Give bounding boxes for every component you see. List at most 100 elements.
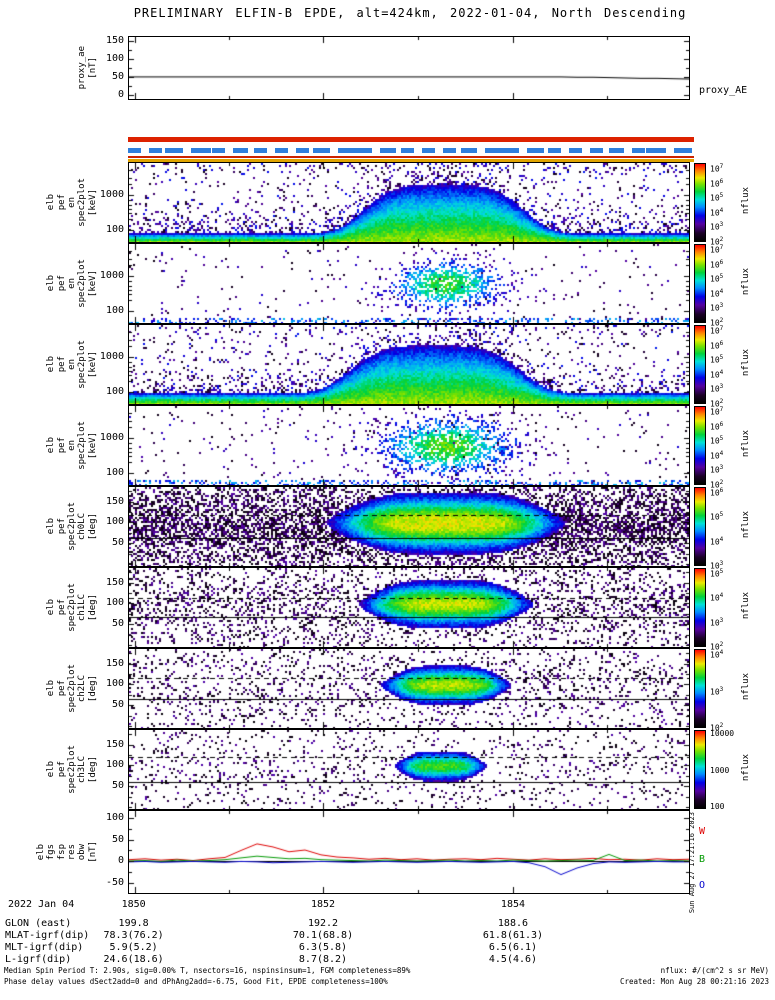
axis-title-word: spec2plot (77, 421, 88, 470)
axis-title-word: spec2plot (77, 178, 88, 227)
ephemeris-value: 8.7(8.2) (298, 954, 348, 965)
axis-title-word: spec2plot (66, 745, 77, 794)
panel-pa_ch0lc-colorbar (694, 487, 706, 566)
panel-fgs_obw-ytick-100: 100 (105, 811, 124, 823)
colorbar-tick: 102 (710, 236, 724, 247)
flag-line-red (128, 156, 694, 158)
colorbar-tick: 103 (710, 221, 724, 233)
colorbar-tick: 103 (710, 560, 724, 571)
panel-pa_ch2lc-ytick-50: 50 (111, 699, 124, 711)
panel-en_spec_d: 1000 100 elb pef en spec2plot [keV] 107 106 105 10… (0, 405, 775, 489)
colorbar-tick: 10000 (710, 729, 735, 738)
ephemeris-value: 199.8 (118, 918, 149, 929)
axis-title-word: elb (46, 599, 57, 616)
ephemeris-value: 5.9(5.2) (109, 942, 158, 953)
panel-pa_ch1lc-canvas (129, 568, 689, 647)
axis-title-word: pef (56, 761, 67, 778)
ephemeris-value: 24.6(18.6) (103, 954, 164, 965)
axis-title-word: fgs (46, 843, 57, 861)
axis-title-word: pef (56, 437, 67, 454)
colorbar-tick: 106 (710, 420, 724, 432)
axis-title-word: ch2LC (77, 674, 88, 703)
panel-pa_ch1lc-ytick-50: 50 (111, 618, 124, 630)
panel-pa_ch0lc-colorbar-title: nflux (741, 510, 751, 538)
colorbar-tick: 104 (710, 287, 724, 299)
ephemeris-value: 6.3(5.8) (298, 942, 348, 953)
axis-title-word: elb (46, 680, 57, 697)
panel-fgs_obw-canvas (129, 811, 689, 893)
panel-pa_ch0lc-ytick-50: 50 (111, 537, 124, 549)
panel-fgs_obw-ytick-50: 50 (111, 833, 124, 845)
colorbar-tick: 102 (710, 317, 724, 328)
panel-proxy_ae-plot-area (128, 36, 690, 100)
colorbar-tick: 107 (710, 163, 724, 174)
axis-title-word: pef (56, 275, 67, 292)
axis-title-word: elb (35, 843, 46, 861)
colorbar-tick: 104 (710, 368, 724, 380)
panel-pa_ch1lc-ytick-100: 100 (105, 597, 124, 609)
colorbar-tick: 1000 (710, 765, 730, 775)
footer-created-timestamp: Created: Mon Aug 28 00:21:16 2023 (619, 977, 769, 986)
time-tick-label-1852: 1852 (310, 899, 336, 910)
panel-pa_ch1lc: 150 100 50 elb pef spec2plot ch1LC [deg] 105 104 1… (0, 567, 775, 651)
axis-title-word: [keV] (87, 188, 98, 217)
ephemeris-label: MLT-igrf(dip) (5, 942, 84, 953)
availability-bar-red (128, 137, 694, 142)
colorbar-tick: 107 (710, 325, 724, 336)
colorbar-tick: 105 (710, 435, 724, 446)
panel-pa_ch3lc-colorbar-title: nflux (741, 753, 751, 781)
plot-title: PRELIMINARY ELFIN-B EPDE, alt=424km, 202… (133, 6, 687, 20)
ephemeris-row-4: L-igrf(dip) 24.6(18.6) 8.7(8.2) 4.5(4.6) (0, 954, 775, 966)
colorbar-tick: 105 (710, 511, 724, 522)
panel-pa_ch2lc-axis-title: elb pef spec2plot ch2LC [deg] (46, 648, 98, 729)
axis-title-word: en (66, 440, 77, 451)
panel-pa_ch2lc-ytick-150: 150 (105, 657, 124, 669)
panel-proxy_ae-canvas (129, 37, 689, 99)
ephemeris-value: 192.2 (307, 918, 339, 929)
panel-pa_ch3lc-ytick-150: 150 (105, 738, 124, 750)
colorbar-tick: 105 (710, 354, 724, 365)
colorbar-tick: 103 (710, 302, 724, 314)
axis-title-word: elb (46, 194, 57, 211)
ephemeris-label: L-igrf(dip) (5, 954, 72, 965)
colorbar-tick: 106 (710, 487, 724, 498)
side-timestamp: Sun Aug 27 17:21:16 2023 (688, 812, 696, 914)
colorbar-tick: 106 (710, 339, 724, 351)
panel-pa_ch0lc-axis-title: elb pef spec2plot ch0LC [deg] (46, 486, 98, 567)
axis-title-word: [deg] (87, 593, 98, 622)
trace-label-W: W (699, 825, 706, 837)
panel-pa_ch3lc-axis-title: elb pef spec2plot ch3LC [deg] (46, 729, 98, 810)
colorbar-tick: 106 (710, 177, 724, 189)
panel-en_spec_c: 1000 100 elb pef en spec2plot [keV] 107 106 105 10… (0, 324, 775, 408)
ephemeris-value: 61.8(61.3) (482, 930, 544, 941)
panel-fgs_obw-ytick--50: -50 (105, 877, 124, 889)
panel-pa_ch0lc-ytick-150: 150 (105, 495, 124, 507)
axis-title-word: obw (77, 843, 88, 861)
axis-title-word: elb (46, 275, 57, 292)
trace-label-O: O (699, 879, 706, 891)
panel-en_spec_d-canvas (129, 406, 689, 485)
ephemeris-value: 188.6 (497, 918, 529, 929)
ephemeris-value: 4.5(4.6) (488, 954, 538, 965)
time-tick-label-1850: 1850 (121, 899, 146, 910)
axis-title-word: elb (46, 518, 57, 535)
flag-line-yellow (128, 159, 694, 162)
axis-title-word: pef (56, 194, 67, 211)
axis-title-word: elb (46, 437, 57, 454)
panel-pa_ch2lc-colorbar-title: nflux (741, 672, 751, 700)
axis-title-word: spec2plot (66, 502, 77, 551)
panel-en_spec_d-ytick-1000: 1000 (99, 431, 124, 443)
panel-proxy_ae-ytick-100: 100 (105, 53, 124, 65)
colorbar-tick: 102 (710, 722, 724, 733)
axis-title-word: spec2plot (77, 340, 88, 389)
axis-title-word: spec2plot (66, 664, 77, 713)
panel-pa_ch2lc-canvas (129, 649, 689, 728)
ephemeris-value: 78.3(76.2) (103, 930, 164, 941)
panel-pa_ch0lc-canvas (129, 487, 689, 566)
colorbar-tick: 106 (710, 258, 724, 270)
ephemeris-label: MLAT-igrf(dip) (5, 930, 90, 941)
panel-pa_ch3lc-ytick-100: 100 (105, 759, 124, 771)
axis-title-word: pef (56, 518, 67, 535)
panel-pa_ch3lc-plot-area (128, 729, 690, 810)
